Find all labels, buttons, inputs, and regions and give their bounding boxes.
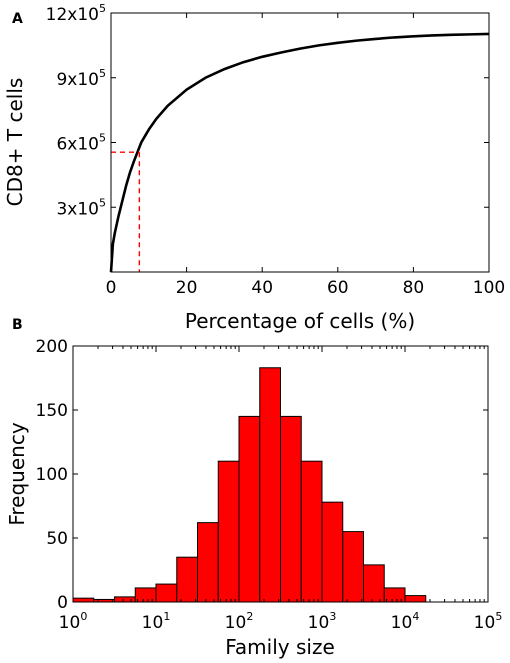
panel-a-x-tick-label: 20 — [176, 278, 198, 298]
panel-a-y-tick-label: 3x105 — [56, 196, 106, 219]
panel-b-x-tick-label-base: 10 — [142, 613, 164, 633]
panel-b-x-tick-label: 100 — [59, 610, 88, 633]
panel-b-histogram-bar — [155, 583, 178, 603]
panel-b-y-tick-label: 50 — [46, 529, 68, 549]
panel-b-histogram-bar — [259, 367, 281, 603]
panel-a-series-line — [109, 32, 490, 273]
panel-b-x-tick-label-base: 10 — [308, 613, 330, 633]
panel-b-y-axis-label: Frequency — [5, 422, 29, 525]
panel-a-y-axis-label: CD8+ T cells — [3, 78, 27, 207]
panel-b-histogram-bar — [134, 587, 157, 603]
panel-b-x-tick-label-base: 10 — [225, 613, 247, 633]
panel-b-x-tick-label-base: 10 — [391, 613, 413, 633]
panel-a-y-tick-label-base: 9x10 — [56, 70, 99, 90]
panel-b-x-tick-label-exponent: 3 — [329, 610, 336, 623]
panel-a-y-tick-label: 6x105 — [56, 132, 106, 155]
panel-a-x-tick-label: 60 — [327, 278, 349, 298]
panel-b-x-tick-label-exponent: 5 — [495, 610, 502, 623]
panel-a-y-tick-label-exponent: 5 — [99, 196, 106, 209]
panel-a-x-tick-label: 40 — [251, 278, 273, 298]
panel-b-histogram-bar — [114, 596, 136, 603]
panel-a-x-axis-label: Percentage of cells (%) — [185, 309, 415, 333]
panel-b-x-tick-label-base: 10 — [474, 613, 496, 633]
panel-b-y-tick-label: 100 — [36, 465, 68, 485]
panel-b-x-axis-label: Family size — [225, 635, 335, 659]
panel-a-x-tick-label: 0 — [106, 278, 117, 298]
panel-b-y-tick-label: 150 — [36, 401, 68, 421]
panel-b-histogram-bar — [197, 522, 219, 603]
panel-b-x-tick-label-exponent: 2 — [246, 610, 253, 623]
panel-b-letter: B — [12, 317, 23, 333]
panel-a-letter: A — [12, 11, 23, 27]
panel-b-histogram-bar — [176, 556, 198, 603]
panel-a-y-tick-label-exponent: 5 — [99, 132, 106, 145]
panel-b-histogram-bar — [383, 587, 406, 603]
panel-a-y-tick-label-exponent: 5 — [99, 2, 106, 15]
panel-a-x-tick-label: 100 — [473, 278, 505, 298]
panel-b-x-tick-label: 104 — [391, 610, 420, 633]
panel-b-x-tick-label: 105 — [474, 610, 503, 633]
panel-b-histogram-bar — [342, 531, 364, 603]
panel-b-histogram-bar — [300, 460, 323, 603]
panel-b-x-tick-label-base: 10 — [59, 613, 81, 633]
panel-b-y-tick-label: 200 — [36, 337, 68, 357]
panel-a-axes-frame — [110, 12, 490, 273]
panel-b-histogram-bar — [72, 597, 95, 603]
panel-a-y-tick-label: 9x105 — [56, 67, 106, 90]
panel-b-x-tick-label-exponent: 4 — [412, 610, 419, 623]
panel-a-y-tick-label: 12x105 — [46, 2, 106, 25]
panel-a-x-tick-label: 80 — [403, 278, 425, 298]
panel-b-x-tick-label-exponent: 0 — [80, 610, 87, 623]
panel-a-y-tick-label-exponent: 5 — [99, 67, 106, 80]
panel-b-histogram-bar — [280, 415, 302, 603]
panel-b-x-tick-label: 102 — [225, 610, 254, 633]
panel-b-x-tick-label: 101 — [142, 610, 171, 633]
panel-b-histogram-bar — [217, 460, 240, 603]
panel-b-x-tick-label: 103 — [308, 610, 337, 633]
panel-b-histogram-bar — [321, 501, 344, 603]
panel-b-histogram-bar — [363, 564, 385, 603]
panel-b-x-tick-label-exponent: 1 — [163, 610, 170, 623]
panel-b-histogram-bar — [404, 595, 427, 603]
panel-a-y-tick-label-base: 12x10 — [46, 5, 99, 25]
panel-b-y-tick-label: 0 — [57, 593, 68, 613]
panel-a-y-tick-label-base: 6x10 — [56, 135, 99, 155]
panel-b-histogram-bar — [238, 415, 261, 603]
panel-a-y-tick-label-base: 3x10 — [56, 199, 99, 219]
